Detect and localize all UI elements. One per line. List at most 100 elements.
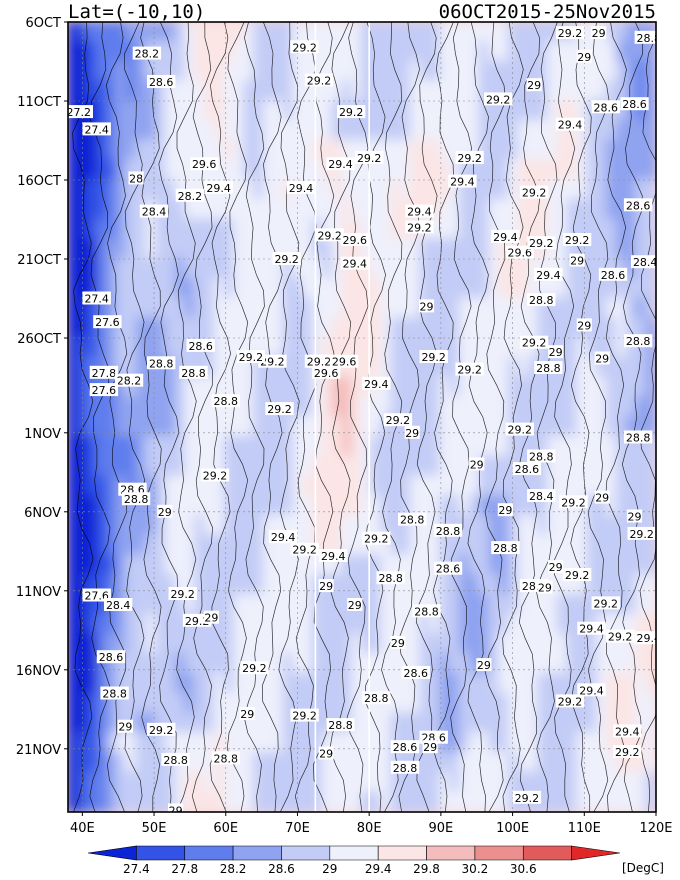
field-cell <box>635 238 648 261</box>
field-cell <box>155 396 167 419</box>
field-cell <box>341 396 354 419</box>
contour-label: 28.8 <box>626 432 651 445</box>
contour-line <box>313 22 335 812</box>
field-cell <box>116 435 128 458</box>
contour-label: 29.2 <box>561 496 586 509</box>
field-cell <box>116 159 128 182</box>
field-cell <box>419 574 432 596</box>
contour-label: 29.2 <box>170 588 195 601</box>
field-cell <box>135 514 148 537</box>
field-cell <box>312 574 324 596</box>
field-cell <box>282 317 295 340</box>
field-cell <box>449 396 461 419</box>
field-cell <box>517 159 530 182</box>
field-cell <box>449 119 461 142</box>
contour-label-bg <box>329 354 359 368</box>
field-cell <box>272 751 285 774</box>
field-cell <box>557 672 569 695</box>
field-cell <box>459 317 471 340</box>
field-cell <box>566 100 579 122</box>
contour-label-bg <box>240 661 269 675</box>
field-cell <box>253 376 265 399</box>
field-cell <box>459 633 471 656</box>
colorbar-level-label: 29.8 <box>413 862 440 876</box>
field-cell <box>596 277 608 300</box>
field-cell <box>390 613 403 636</box>
field-cell <box>527 475 540 498</box>
contour-label-bg <box>591 100 620 114</box>
contour-line <box>105 22 128 812</box>
field-cell <box>645 337 656 359</box>
contour-label-bg <box>613 724 642 738</box>
field-cell <box>145 376 158 399</box>
field-cell <box>370 672 383 695</box>
field-cell <box>370 475 383 498</box>
field-cell <box>615 179 628 201</box>
field-cell <box>116 732 128 754</box>
field-cell <box>547 751 559 774</box>
field-cell <box>615 218 628 241</box>
field-cell <box>272 574 285 596</box>
contour-label-bg <box>631 255 656 269</box>
field-cell <box>478 100 491 122</box>
field-cell <box>419 534 432 557</box>
field-cell <box>125 514 138 537</box>
field-cell <box>429 22 442 43</box>
contour-label: 28.4 <box>142 206 167 219</box>
field-cell <box>214 633 226 656</box>
field-cell <box>253 258 265 280</box>
field-cell <box>165 514 177 537</box>
field-cell <box>86 218 99 241</box>
field-cell <box>400 317 412 340</box>
field-cell <box>321 613 334 636</box>
field-cell <box>508 80 520 103</box>
field-cell <box>68 475 79 498</box>
field-cell <box>419 80 432 103</box>
field-cell <box>145 238 158 261</box>
field-cell <box>576 238 589 261</box>
field-cell <box>439 22 452 43</box>
field-cell <box>223 712 236 735</box>
field-cell <box>508 593 520 616</box>
colorbar-segment <box>184 845 234 861</box>
field-cell <box>321 396 334 419</box>
field-cell <box>155 455 167 478</box>
contour-label-bg <box>577 683 606 697</box>
field-cell <box>537 396 550 419</box>
contour-label: 27.6 <box>95 316 120 329</box>
contour-label: 29.2 <box>407 221 432 234</box>
field-cell <box>312 159 324 182</box>
field-cell <box>312 653 324 675</box>
field-cell <box>606 159 618 182</box>
field-cell <box>419 119 432 142</box>
field-cell <box>282 218 295 241</box>
field-cell <box>517 751 530 774</box>
field-cell <box>439 653 452 675</box>
field-cell <box>547 317 559 340</box>
field-cell <box>233 238 246 261</box>
field-cell <box>537 771 550 794</box>
field-cell <box>253 732 265 754</box>
field-cell <box>566 356 579 379</box>
field-cell <box>468 159 481 182</box>
field-cell <box>380 337 393 359</box>
field-cell <box>116 791 128 812</box>
field-cell <box>517 22 530 43</box>
field-cell <box>321 317 334 340</box>
contour-label-bg <box>304 73 334 87</box>
field-cell <box>214 376 226 399</box>
field-cell <box>625 317 638 340</box>
field-cell <box>223 119 236 142</box>
field-cell <box>351 416 363 438</box>
field-cell <box>204 475 216 498</box>
field-cell <box>390 80 403 103</box>
field-cell <box>498 258 510 280</box>
field-cell <box>253 238 265 261</box>
field-cell <box>233 80 246 103</box>
field-cell <box>390 455 403 478</box>
field-cell <box>125 40 138 63</box>
field-cell <box>272 672 285 695</box>
field-cell <box>576 455 589 478</box>
field-cell <box>537 514 550 537</box>
field-cell <box>263 198 275 221</box>
